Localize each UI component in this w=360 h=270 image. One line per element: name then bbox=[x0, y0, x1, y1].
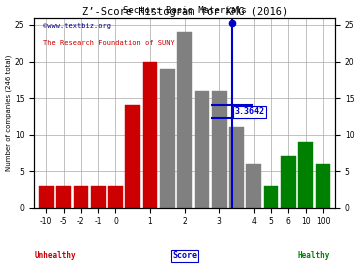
Bar bbox=[281, 157, 296, 208]
Text: Healthy: Healthy bbox=[298, 251, 330, 260]
Text: The Research Foundation of SUNY: The Research Foundation of SUNY bbox=[43, 40, 175, 46]
Bar bbox=[56, 186, 71, 208]
Text: Sector: Basic Materials: Sector: Basic Materials bbox=[123, 6, 247, 15]
Bar bbox=[298, 142, 313, 208]
Bar bbox=[264, 186, 278, 208]
Bar bbox=[229, 127, 244, 208]
Bar bbox=[108, 186, 123, 208]
Bar bbox=[195, 91, 209, 208]
Bar bbox=[160, 69, 175, 208]
Bar bbox=[247, 164, 261, 208]
Text: 3.3642: 3.3642 bbox=[234, 107, 264, 116]
Text: Unhealthy: Unhealthy bbox=[35, 251, 76, 260]
Bar bbox=[177, 32, 192, 208]
Bar bbox=[39, 186, 54, 208]
Bar bbox=[73, 186, 88, 208]
Bar bbox=[91, 186, 105, 208]
Y-axis label: Number of companies (246 total): Number of companies (246 total) bbox=[5, 55, 12, 171]
Text: Score: Score bbox=[172, 251, 197, 260]
Text: ©www.textbiz.org: ©www.textbiz.org bbox=[43, 23, 111, 29]
Bar bbox=[212, 91, 226, 208]
Title: Z’-Score Histogram for KMG (2016): Z’-Score Histogram for KMG (2016) bbox=[81, 7, 288, 17]
Bar bbox=[125, 105, 140, 208]
Bar bbox=[316, 164, 330, 208]
Bar bbox=[143, 62, 157, 208]
